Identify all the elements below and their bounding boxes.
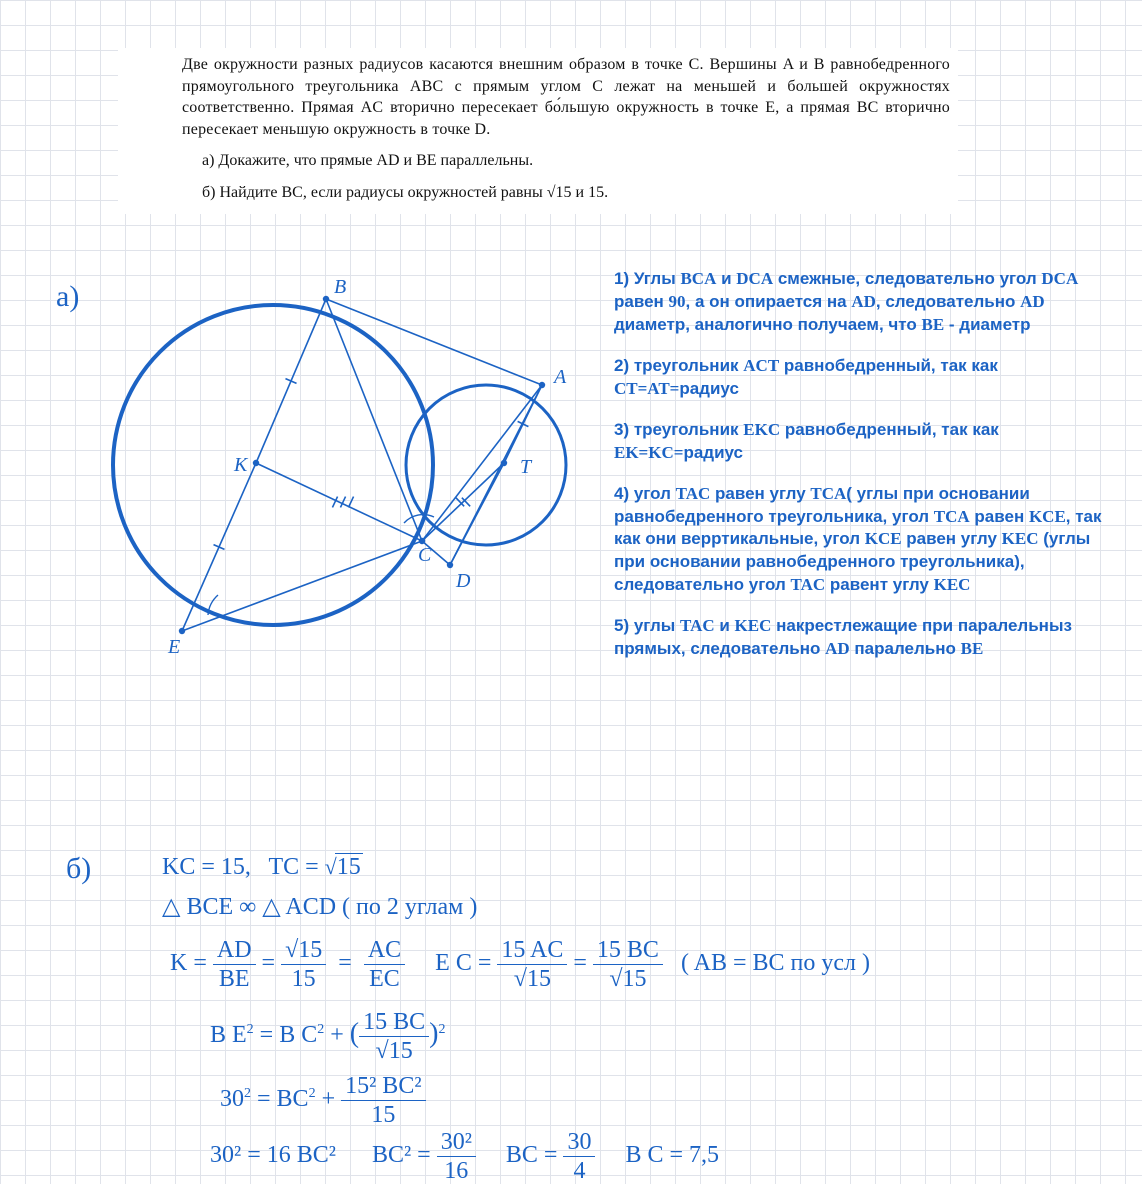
proof-steps: 1) Углы BCA и DCA смежные, следовательно… <box>614 268 1124 679</box>
problem-sub-b: б) Найдите BC, если радиусы окружностей … <box>202 182 950 204</box>
line-k-ratio: K = ADBE = √1515 = ACEC E C = 15 AC√15 =… <box>170 938 870 991</box>
part-a-label: a) <box>56 280 79 314</box>
part-b-label: б) <box>66 852 91 886</box>
line-kc-tc: KC = 15, TC = √15 <box>162 854 363 881</box>
line-final: 30² = 16 BC² BC² = 30²16 BC = 304 B C = … <box>210 1130 719 1183</box>
problem-statement: Две окружности разных радиусов касаются … <box>118 48 958 214</box>
problem-text: Две окружности разных радиусов касаются … <box>182 54 950 140</box>
line-30sq: 302 = BC2 + 15² BC²15 <box>220 1074 426 1127</box>
svg-text:E: E <box>167 636 180 658</box>
line-be2: B E2 = B C2 + (15 BC√15)2 <box>210 1010 445 1063</box>
svg-text:K: K <box>233 454 249 476</box>
line-similar: △ BCE ∞ △ ACD ( по 2 углам ) <box>162 892 477 921</box>
svg-text:D: D <box>455 570 471 592</box>
svg-text:B: B <box>334 276 346 298</box>
geometry-diagram: K T C B E A D <box>98 255 598 695</box>
step-4: 4) угол TAC равен углу TCA( углы при осн… <box>614 483 1124 598</box>
svg-text:T: T <box>520 456 533 478</box>
step-5: 5) углы TAC и KEC накрестлежащие при пар… <box>614 615 1124 661</box>
step-3: 3) треугольник EKC равнобедренный, так к… <box>614 419 1124 465</box>
svg-text:C: C <box>418 544 432 566</box>
step-2: 2) треугольник ACT равнобедренный, так к… <box>614 355 1124 401</box>
problem-sub-a: а) Докажите, что прямые AD и BE параллел… <box>202 150 950 172</box>
svg-text:A: A <box>552 366 567 388</box>
step-1: 1) Углы BCA и DCA смежные, следовательно… <box>614 268 1124 337</box>
